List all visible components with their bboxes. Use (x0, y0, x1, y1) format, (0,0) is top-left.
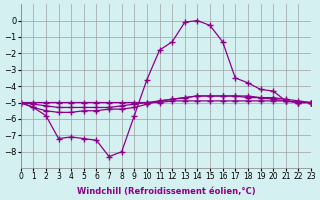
X-axis label: Windchill (Refroidissement éolien,°C): Windchill (Refroidissement éolien,°C) (76, 187, 255, 196)
